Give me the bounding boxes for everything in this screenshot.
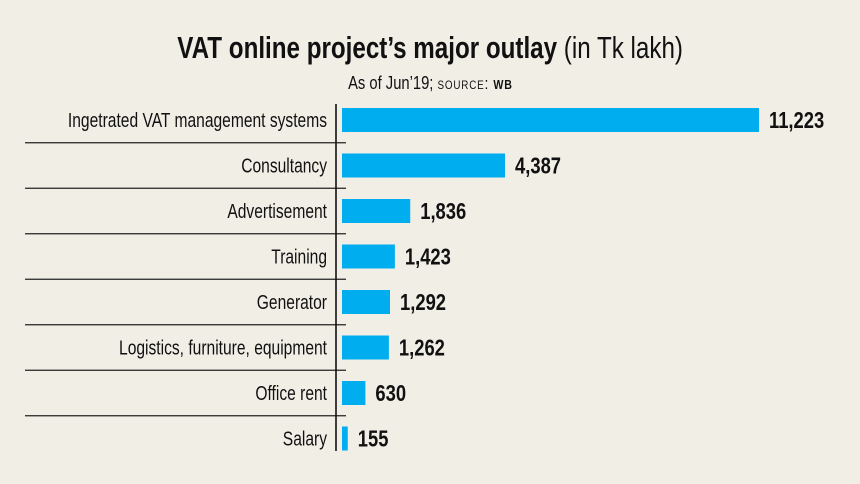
chart-subtitle: As of Jun’19; source: WB — [347, 73, 513, 93]
category-label: Office rent — [255, 382, 327, 404]
source-label: source: — [437, 74, 489, 93]
data-label: 155 — [358, 427, 389, 452]
category-label: Ingetrated VAT management systems — [68, 109, 327, 131]
data-label: 4,387 — [515, 154, 561, 179]
data-label: 630 — [375, 381, 406, 406]
bar — [342, 335, 389, 360]
source-value: WB — [492, 77, 513, 92]
bar — [342, 199, 411, 223]
bar — [342, 290, 391, 314]
category-label: Training — [271, 246, 327, 268]
bar — [342, 381, 366, 405]
data-label: 1,836 — [420, 199, 466, 224]
category-label: Consultancy — [241, 155, 327, 177]
category-label: Advertisement — [227, 200, 327, 222]
data-label: 1,292 — [400, 290, 446, 315]
bar — [342, 244, 395, 269]
data-label: 11,223 — [769, 108, 824, 133]
bar — [342, 153, 506, 178]
data-label: 1,262 — [399, 336, 445, 361]
chart-title: VAT online project’s major outlay (in Tk… — [177, 30, 683, 65]
chart-unit: (in Tk lakh) — [563, 30, 683, 65]
bar — [342, 108, 759, 132]
bar — [342, 426, 348, 451]
category-label: Salary — [283, 428, 327, 450]
category-label: Generator — [257, 291, 327, 313]
data-label: 1,423 — [405, 245, 451, 270]
category-label: Logistics, furniture, equipment — [119, 337, 327, 359]
